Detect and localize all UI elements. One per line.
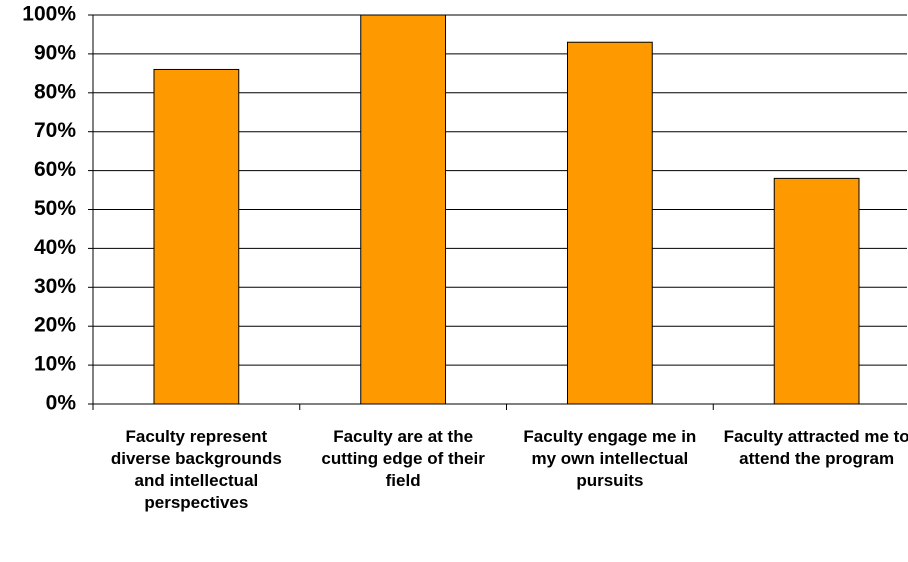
y-tick-label: 10%	[34, 353, 76, 376]
y-tick-label: 80%	[34, 80, 76, 103]
x-tick-label: Faculty represent diverse backgrounds an…	[110, 427, 282, 512]
y-tick-label: 20%	[34, 314, 76, 337]
bar	[360, 14, 447, 405]
bar	[773, 177, 860, 405]
y-tick-label: 90%	[34, 41, 76, 64]
bar	[153, 68, 240, 405]
x-tick-label: Faculty are at the cutting edge of their…	[321, 427, 485, 490]
y-tick-label: 0%	[46, 392, 77, 415]
x-tick-label: Faculty attracted me to attend the progr…	[723, 427, 908, 468]
y-tick-label: 40%	[34, 236, 76, 259]
x-tick-label: Faculty engage me in my own intellectual…	[523, 427, 697, 490]
y-tick-label: 70%	[34, 119, 76, 142]
bar	[566, 41, 653, 405]
y-tick-label: 100%	[22, 3, 76, 26]
y-tick-label: 60%	[34, 158, 76, 181]
y-tick-label: 30%	[34, 275, 76, 298]
y-tick-label: 50%	[34, 197, 76, 220]
